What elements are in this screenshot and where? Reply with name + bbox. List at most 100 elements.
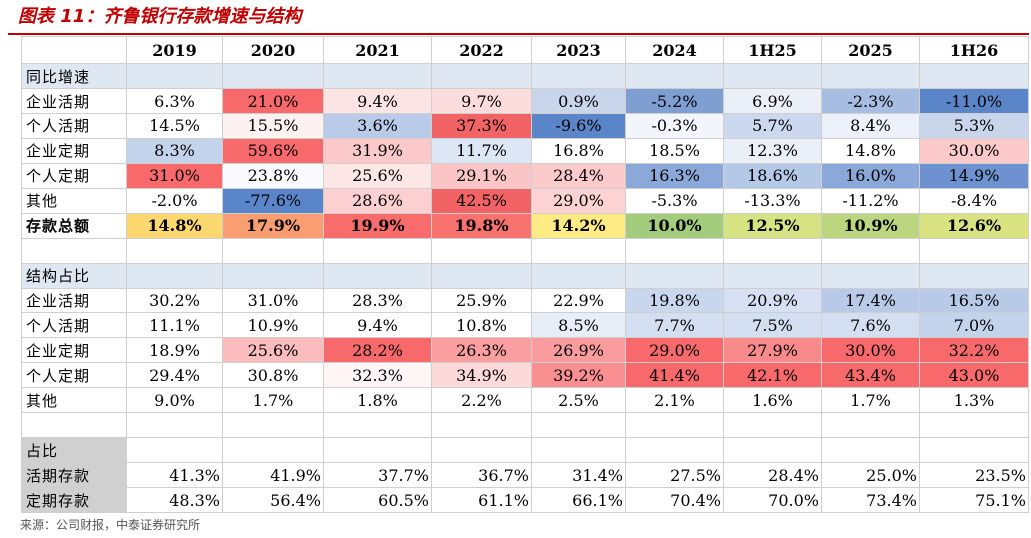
table-cell: 73.4%	[821, 487, 920, 513]
table-cell	[531, 237, 626, 264]
table-cell	[821, 63, 920, 90]
table-cell	[531, 262, 626, 289]
table-row: 企业活期 6.3% 21.0% 9.4% 9.7% 0.9% -5.2% 6.9% -2.3% -…	[21, 88, 1029, 114]
section-row: 结构占比	[21, 262, 1029, 289]
table-cell: 30.0%	[919, 137, 1029, 164]
row-label: 个人活期	[21, 312, 127, 339]
table-row: 活期存款 41.3% 41.9% 37.7% 36.7% 31.4% 27.5% 28.4% 2…	[21, 462, 1029, 489]
table-cell: 7.5%	[723, 312, 822, 339]
table-cell: 41.4%	[625, 362, 724, 389]
column-header: 2019	[126, 35, 223, 65]
row-label: 活期存款	[21, 462, 127, 489]
table-cell: -11.0%	[919, 88, 1029, 114]
column-header: 2023	[531, 35, 626, 65]
table-cell: 1.6%	[723, 387, 822, 414]
table-cell: 14.2%	[531, 212, 626, 239]
table-cell: 37.7%	[323, 462, 432, 489]
table-cell: 27.9%	[723, 337, 822, 364]
table-cell: 17.4%	[821, 287, 920, 314]
table-cell: 25.9%	[431, 287, 532, 314]
table-cell	[323, 412, 432, 439]
column-header: 2024	[625, 35, 724, 65]
table-cell: -11.2%	[821, 187, 920, 214]
table-cell: 29.4%	[126, 362, 223, 389]
table-cell	[323, 63, 432, 90]
column-header: 1H25	[723, 35, 822, 65]
column-header: 2022	[431, 35, 532, 65]
table-cell: 70.0%	[723, 487, 822, 513]
table-cell: 9.0%	[126, 387, 223, 414]
column-header: 2025	[821, 35, 920, 65]
table-cell: 30.0%	[821, 337, 920, 364]
table-cell: -13.3%	[723, 187, 822, 214]
table-cell: -2.0%	[126, 187, 223, 214]
table-cell: -2.3%	[821, 88, 920, 114]
table-cell: 29.0%	[625, 337, 724, 364]
table-cell	[723, 63, 822, 90]
table-cell: 19.9%	[323, 212, 432, 239]
table-cell: 10.8%	[431, 312, 532, 339]
table-cell	[919, 262, 1029, 289]
table-cell: 28.6%	[323, 187, 432, 214]
title-rule	[8, 33, 1029, 35]
row-label: 个人定期	[21, 162, 127, 189]
table-cell: 16.3%	[625, 162, 724, 189]
table-cell: 66.1%	[531, 487, 626, 513]
table-cell	[625, 63, 724, 90]
table-cell	[723, 437, 822, 464]
table-cell: 8.4%	[821, 112, 920, 139]
table-cell: 10.9%	[821, 212, 920, 239]
table-cell: 18.9%	[126, 337, 223, 364]
table-cell: 26.3%	[431, 337, 532, 364]
table-cell: 9.7%	[431, 88, 532, 114]
table-cell	[323, 262, 432, 289]
table-cell	[126, 63, 223, 90]
table-cell: 2.1%	[625, 387, 724, 414]
table-cell	[222, 63, 324, 90]
table-cell: 8.5%	[531, 312, 626, 339]
table-cell: 48.3%	[126, 487, 223, 513]
row-label: 企业活期	[21, 287, 127, 314]
table-row: 个人活期 11.1% 10.9% 9.4% 10.8% 8.5% 7.7% 7.5% 7.6% 7…	[21, 312, 1029, 339]
table-cell: 19.8%	[625, 287, 724, 314]
table-cell	[821, 412, 920, 439]
table-cell: 61.1%	[431, 487, 532, 513]
section-row: 同比增速	[21, 63, 1029, 90]
table-cell: 31.9%	[323, 137, 432, 164]
table-cell	[126, 262, 223, 289]
table-cell	[431, 437, 532, 464]
table-cell	[431, 412, 532, 439]
table-cell: -5.3%	[625, 187, 724, 214]
table-row: 企业定期 8.3% 59.6% 31.9% 11.7% 16.8% 18.5% 12.3% 14…	[21, 137, 1029, 164]
table-cell	[625, 412, 724, 439]
table-cell: 18.6%	[723, 162, 822, 189]
table-row: 个人定期 29.4% 30.8% 32.3% 34.9% 39.2% 41.4% 42.1% 4…	[21, 362, 1029, 389]
table-cell: 27.5%	[625, 462, 724, 489]
table-cell	[126, 237, 223, 264]
table-cell: 19.8%	[431, 212, 532, 239]
table-cell: 2.5%	[531, 387, 626, 414]
table-row: 定期存款 48.3% 56.4% 60.5% 61.1% 66.1% 70.4% 70.0% 7…	[21, 487, 1029, 513]
row-label	[21, 412, 127, 439]
row-label: 占比	[21, 437, 127, 464]
table-cell	[323, 437, 432, 464]
table-cell: 14.8%	[126, 212, 223, 239]
table-cell: 0.9%	[531, 88, 626, 114]
table-cell: 12.6%	[919, 212, 1029, 239]
table-cell: 18.5%	[625, 137, 724, 164]
table-cell: 43.4%	[821, 362, 920, 389]
deposit-table: 2019 2020 2021 2022 2023 2024 1H25 2025 1H26 同比增速…	[21, 35, 1029, 513]
table-cell	[821, 262, 920, 289]
row-label: 其他	[21, 387, 127, 414]
row-label: 存款总额	[21, 212, 127, 239]
table-cell: 29.1%	[431, 162, 532, 189]
table-cell	[222, 262, 324, 289]
row-label: 个人定期	[21, 362, 127, 389]
table-cell: 14.9%	[919, 162, 1029, 189]
row-label: 定期存款	[21, 487, 127, 513]
table-cell: 37.3%	[431, 112, 532, 139]
table-cell: 56.4%	[222, 487, 324, 513]
table-cell: 28.4%	[531, 162, 626, 189]
table-cell: -9.6%	[531, 112, 626, 139]
table-cell	[919, 437, 1029, 464]
